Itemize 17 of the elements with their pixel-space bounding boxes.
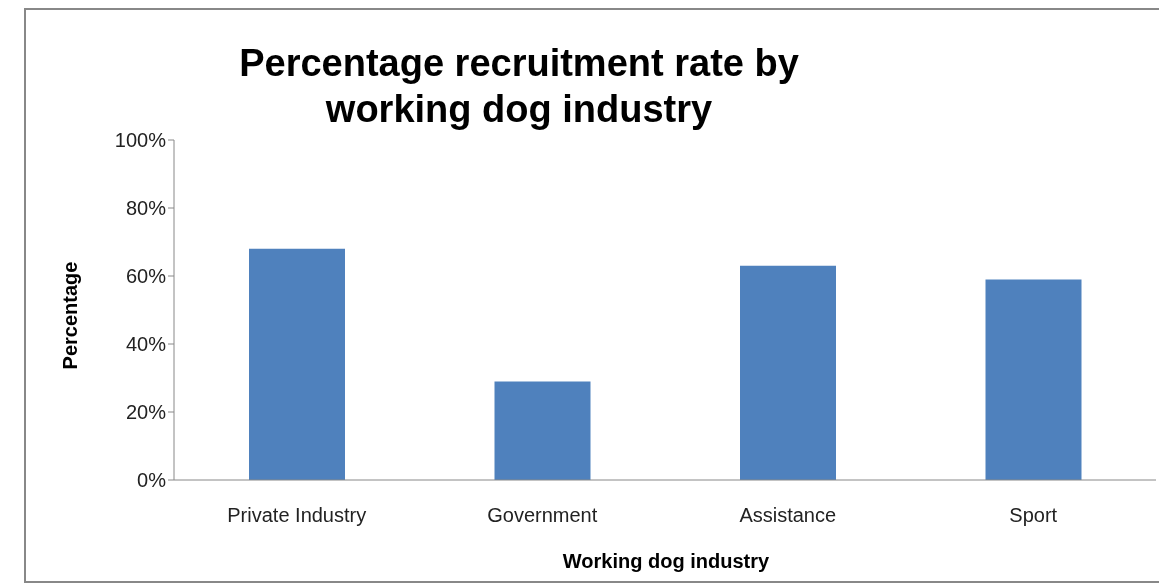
x-axis-title: Working dog industry [561, 550, 771, 573]
x-tick-label: Government [487, 504, 598, 527]
x-tick-label: Private Industry [227, 504, 367, 527]
chart-title: Percentage recruitment rate by working dog industry [239, 42, 799, 130]
y-tick-label: 60% [125, 265, 167, 288]
y-tick-label: 0% [137, 469, 167, 492]
bar [985, 279, 1082, 480]
y-tick-label: 100% [114, 129, 167, 152]
x-tick-label: Sport [1009, 504, 1058, 527]
y-tick-label: 40% [125, 333, 167, 356]
y-tick-label: 80% [125, 197, 167, 220]
bar [249, 248, 345, 480]
y-axis-title: Percentage [59, 261, 83, 369]
y-tick-label: 20% [125, 401, 167, 424]
bar [494, 381, 591, 480]
bar [740, 265, 836, 480]
x-tick-label: Assistance [739, 504, 837, 527]
